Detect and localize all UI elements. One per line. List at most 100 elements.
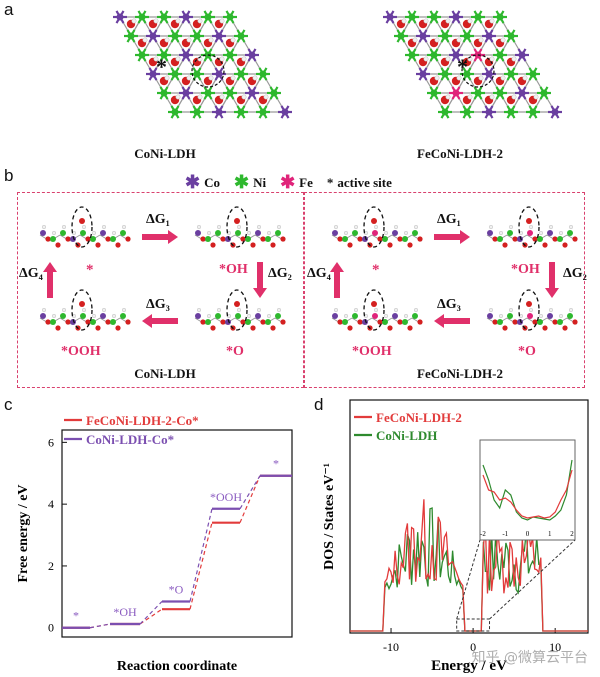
metal-core xyxy=(226,13,234,21)
dg1-left: ΔG₁ xyxy=(146,212,170,227)
hydrogen-atom xyxy=(175,94,181,100)
metal-core xyxy=(204,13,212,21)
ni-star-icon: ✱ xyxy=(233,172,250,192)
slab-metal xyxy=(195,230,201,236)
metal-atom xyxy=(201,48,215,62)
hydrogen-atom xyxy=(467,18,473,24)
slab-metal xyxy=(537,236,543,242)
slab-hydrogen xyxy=(568,307,574,313)
y-axis-label: DOS / States eV⁻¹ xyxy=(322,463,337,570)
hydrogen-atom xyxy=(478,37,484,43)
metal-core xyxy=(507,70,515,78)
metal-atom xyxy=(471,10,485,24)
delta-g4-arrow xyxy=(330,262,344,298)
metal-core xyxy=(226,89,234,97)
slab-metal xyxy=(352,230,358,236)
slab-oxygen xyxy=(512,319,518,325)
metal-atom xyxy=(223,86,237,100)
slab-metal xyxy=(372,313,378,319)
state-star-right: * xyxy=(372,262,380,278)
metal-atom xyxy=(190,29,204,43)
metal-core xyxy=(496,51,504,59)
adsorbate-circle xyxy=(518,289,540,331)
dg3-right: ΔG₃ xyxy=(437,297,461,312)
slab-hydrogen xyxy=(206,230,212,236)
slab-hydrogen xyxy=(41,307,47,313)
y-tick-label: 0 xyxy=(48,621,54,635)
slab-hydrogen xyxy=(333,307,339,313)
metal-core xyxy=(215,108,223,116)
metal-atom xyxy=(212,29,226,43)
metal-atom xyxy=(157,86,171,100)
slab-metal xyxy=(245,319,251,325)
slab-metal xyxy=(497,236,503,242)
x-axis-label: Reaction coordinate xyxy=(117,659,237,674)
slab-hydrogen xyxy=(498,313,504,319)
slab-oxygen xyxy=(115,325,121,331)
slab-metal xyxy=(382,236,388,242)
slab-hydrogen xyxy=(91,313,97,319)
metal-atom xyxy=(471,86,485,100)
slab-hydrogen xyxy=(413,307,419,313)
metal-atom xyxy=(482,67,496,81)
slab-hydrogen xyxy=(403,230,409,236)
slab-metal xyxy=(275,313,281,319)
slab-hydrogen xyxy=(528,224,534,230)
hydrogen-atom xyxy=(434,37,440,43)
slab-metal xyxy=(402,236,408,242)
arrow-shaft xyxy=(442,318,470,324)
state-ooh-right: *OOH xyxy=(352,344,392,359)
slab-oxygen xyxy=(95,242,101,248)
metal-atom xyxy=(179,48,193,62)
metal-atom xyxy=(245,86,259,100)
slab-metal xyxy=(392,230,398,236)
slab-oxygen xyxy=(417,319,423,325)
adsorbate-atom xyxy=(371,218,377,224)
legend-ni: Ni xyxy=(253,174,267,190)
metal-core xyxy=(281,108,289,116)
slab-metal xyxy=(412,313,418,319)
state-star-left: * xyxy=(86,262,94,278)
slab-metal xyxy=(100,230,106,236)
catalyst-slab xyxy=(39,206,131,248)
slab-metal xyxy=(382,319,388,325)
slab-hydrogen xyxy=(91,230,97,236)
slab-metal xyxy=(195,313,201,319)
feconi-mechanism-box xyxy=(304,192,585,388)
mechanism-cycles xyxy=(39,206,578,331)
metal-core xyxy=(474,89,482,97)
delta-g1-arrow xyxy=(434,230,470,244)
coni-mechanism-box xyxy=(17,192,304,388)
metal-atom xyxy=(526,105,540,119)
metal-core xyxy=(430,13,438,21)
state-oh-right: *OH xyxy=(511,262,540,277)
metal-atom xyxy=(113,10,127,24)
inset-curve-feconi xyxy=(482,469,573,519)
slab-oxygen xyxy=(492,319,498,325)
slab-hydrogen xyxy=(568,224,574,230)
metal-atom xyxy=(449,10,463,24)
slab-hydrogen xyxy=(236,307,242,313)
slab-oxygen xyxy=(125,236,131,242)
state-oh-left: *OH xyxy=(219,262,248,277)
slab-metal xyxy=(487,313,493,319)
delta-g3-arrow xyxy=(434,314,470,328)
dg2-right: ΔG₂ xyxy=(563,266,587,281)
slab-hydrogen xyxy=(548,307,554,313)
metal-atom xyxy=(212,105,226,119)
zoom-connector xyxy=(456,539,481,620)
slab-metal xyxy=(567,313,573,319)
delta-g3-arrow xyxy=(142,314,178,328)
slab-metal xyxy=(342,236,348,242)
slab-hydrogen xyxy=(548,224,554,230)
metal-core xyxy=(248,51,256,59)
adsorbate-circle xyxy=(363,206,385,248)
slab-metal xyxy=(110,236,116,242)
slab-hydrogen xyxy=(206,313,212,319)
slab-metal xyxy=(332,230,338,236)
hydrogen-atom xyxy=(401,18,407,24)
slab-oxygen xyxy=(532,236,538,242)
active-site-star-b: * xyxy=(457,54,468,79)
metal-atom xyxy=(146,67,160,81)
slab-oxygen xyxy=(200,319,206,325)
